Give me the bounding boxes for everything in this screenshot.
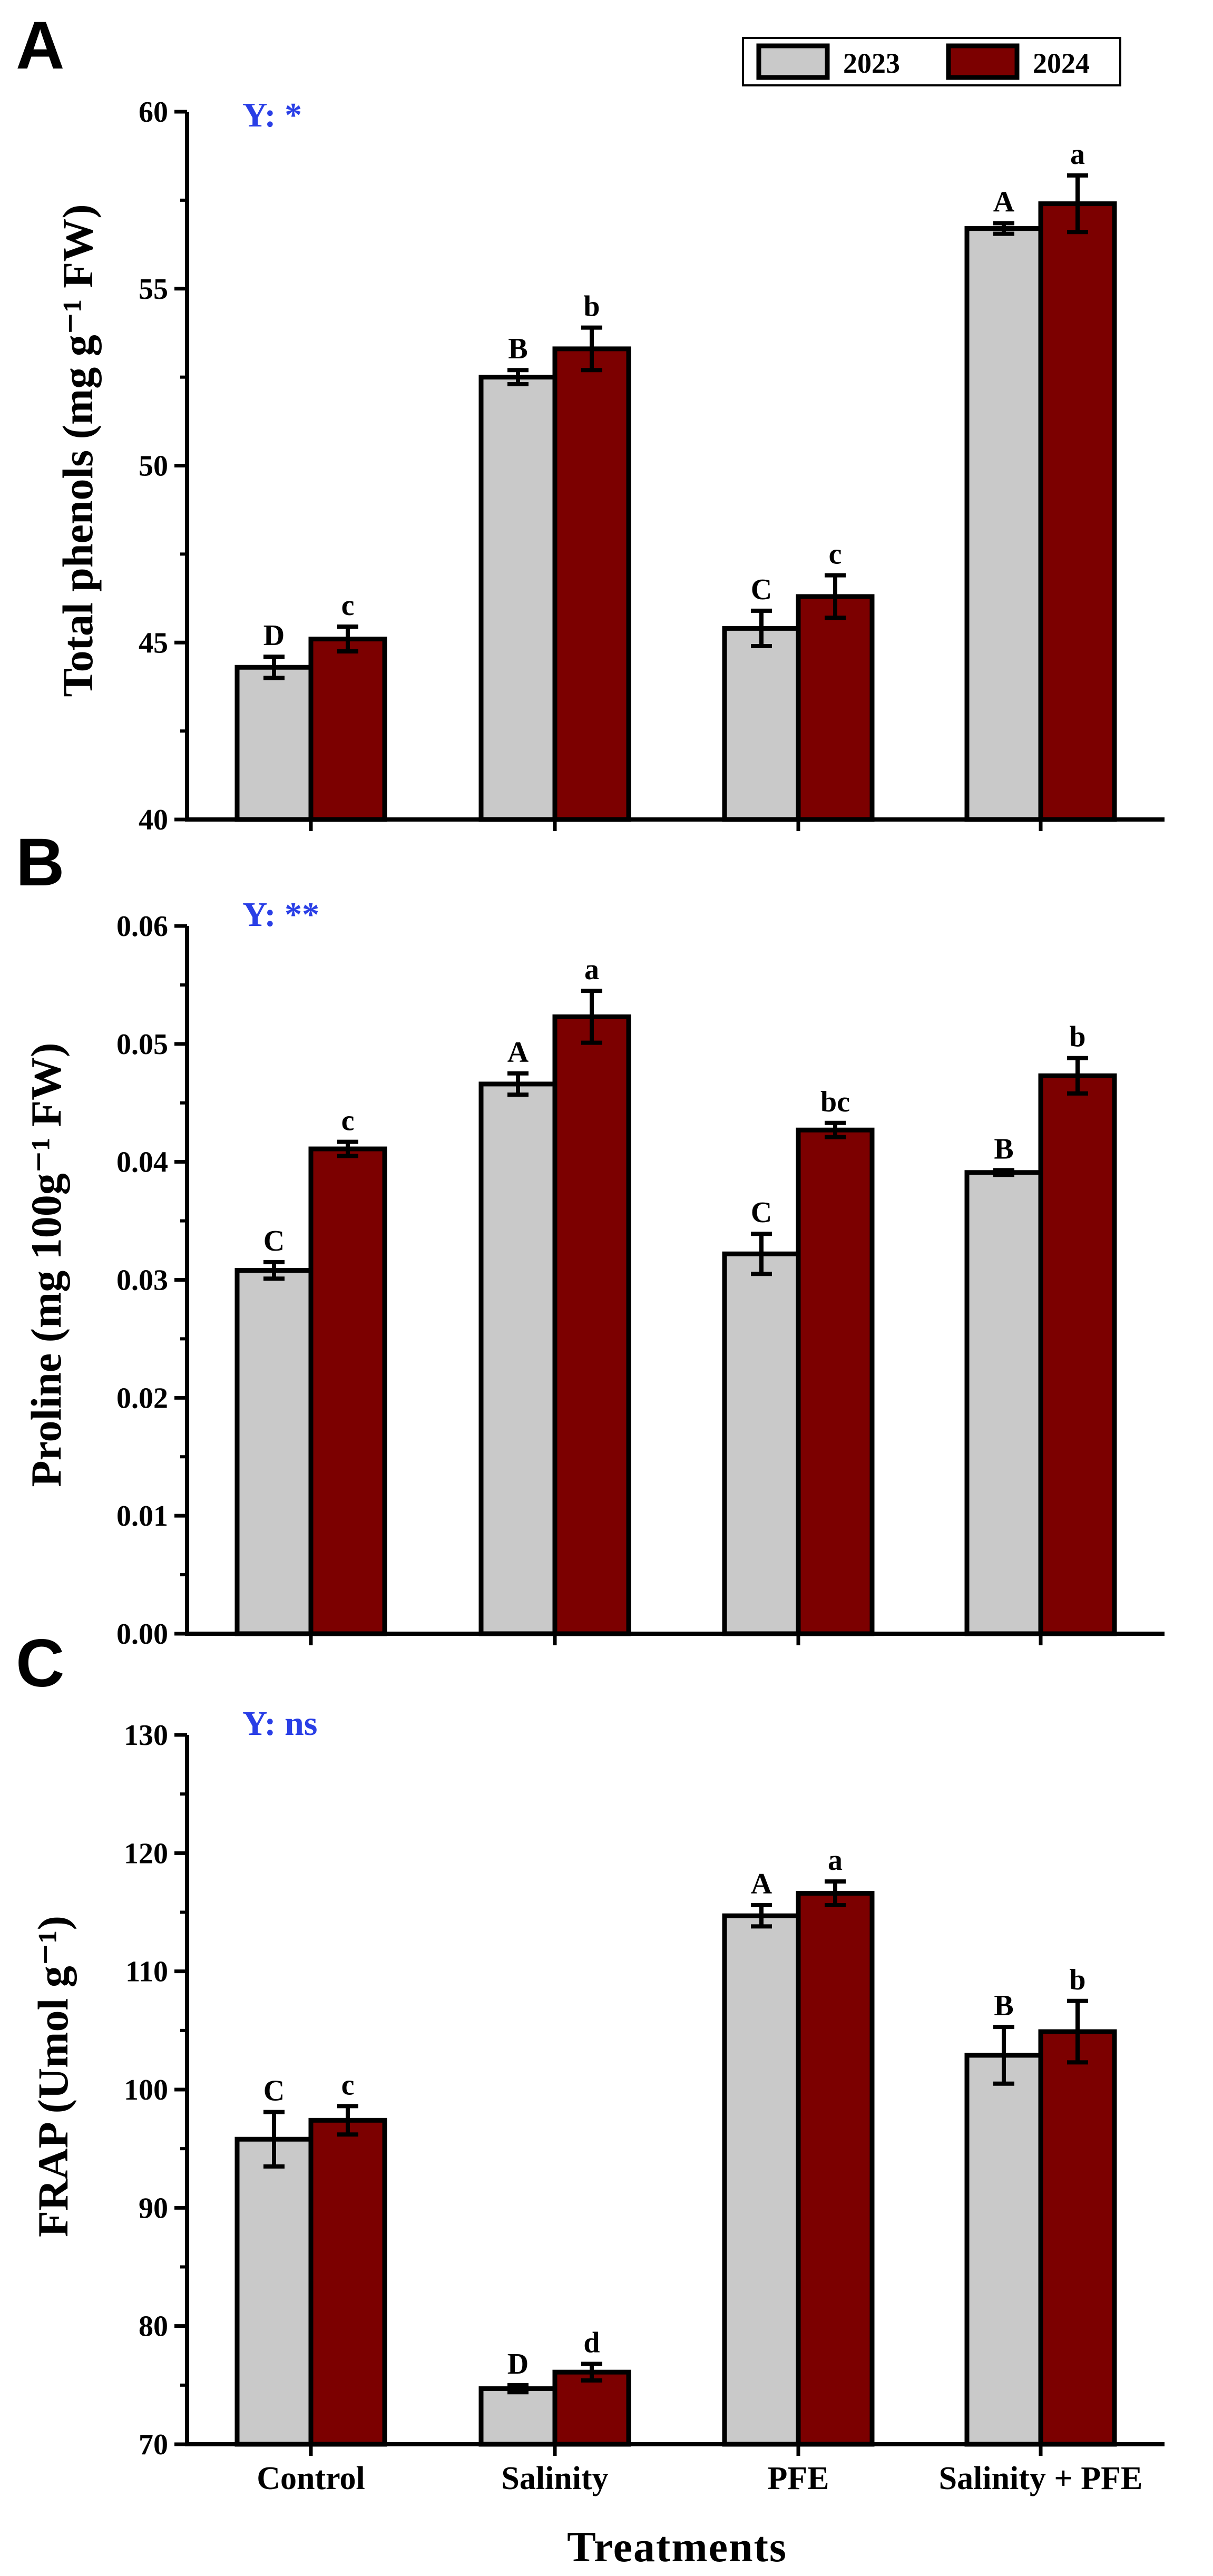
- bar: [722, 626, 801, 822]
- legend-label-2024: 2024: [1033, 47, 1090, 79]
- bar: [552, 1014, 631, 1636]
- bar: [1038, 2029, 1117, 2447]
- bar: [552, 346, 631, 822]
- bar: [796, 594, 875, 822]
- chart-panel-b: C A C Bc a bc b 0.00 0.01 0.02 0.03 0.04 0.05 0.06: [116, 910, 1165, 1651]
- bar: [308, 1146, 387, 1636]
- bar: [552, 2369, 631, 2447]
- significance-letter: A: [507, 1036, 529, 1069]
- category-label: Control: [257, 2461, 365, 2496]
- year-significance-a: Y: *: [242, 96, 302, 134]
- y-tick-label: 120: [124, 1837, 168, 1870]
- legend-swatch-2024: [946, 43, 1020, 80]
- category-label: Salinity: [501, 2461, 608, 2496]
- significance-letter: B: [994, 1133, 1013, 1165]
- y-tick-label: 0.05: [116, 1028, 168, 1061]
- bar: [1038, 201, 1117, 822]
- significance-letter: c: [341, 1105, 355, 1137]
- significance-letter: b: [1069, 1964, 1085, 1996]
- bar: [478, 2386, 557, 2447]
- significance-letter: C: [263, 2075, 285, 2107]
- significance-letter: B: [508, 333, 527, 365]
- chart-panel-a: D B C Ac b c a 40 45 50 55 60: [139, 96, 1165, 836]
- y-tick-label: 0.03: [116, 1264, 168, 1297]
- significance-letter: D: [507, 2348, 529, 2380]
- bar: [964, 1170, 1043, 1636]
- significance-letter: B: [994, 1989, 1013, 2022]
- y-axis-title-a: Total phenols (mg g⁻¹ FW): [54, 204, 102, 697]
- bar: [796, 1127, 875, 1636]
- y-tick-label: 0.06: [116, 910, 168, 943]
- significance-letter: b: [1069, 1021, 1085, 1053]
- y-tick-label: 0.00: [116, 1618, 168, 1651]
- panel-label-a: A: [16, 8, 64, 83]
- y-tick-label: 80: [139, 2310, 168, 2343]
- y-tick-label: 0.04: [116, 1146, 168, 1179]
- significance-letter: C: [751, 1196, 772, 1229]
- y-tick-label: 110: [125, 1956, 168, 1988]
- legend: 2023 2024: [742, 37, 1121, 86]
- y-tick-label: 50: [139, 450, 168, 483]
- bar: [234, 2136, 314, 2447]
- significance-letter: bc: [820, 1086, 850, 1118]
- category-label: Salinity + PFE: [939, 2461, 1143, 2496]
- bar: [308, 637, 387, 822]
- panel-label-c: C: [16, 1626, 64, 1701]
- bar: [308, 2118, 387, 2447]
- significance-letter: a: [828, 1844, 843, 1877]
- significance-letter: A: [993, 186, 1015, 219]
- significance-letter: D: [263, 619, 285, 652]
- significance-letter: C: [263, 1225, 285, 1257]
- bar: [478, 375, 557, 822]
- year-significance-b: Y: **: [242, 895, 319, 934]
- significance-letter: A: [751, 1868, 772, 1900]
- significance-letter: d: [583, 2326, 600, 2359]
- bar: [478, 1081, 557, 1636]
- legend-label-2023: 2023: [843, 47, 900, 79]
- y-axis-title-c: FRAP (Umol g⁻¹): [29, 1916, 77, 2237]
- significance-letter: a: [584, 953, 599, 986]
- y-tick-label: 55: [139, 273, 168, 306]
- year-significance-c: Y: ns: [242, 1704, 317, 1743]
- significance-letter: C: [751, 573, 772, 606]
- y-tick-label: 60: [139, 96, 168, 129]
- y-tick-label: 90: [139, 2192, 168, 2224]
- bar: [964, 226, 1043, 822]
- bar: [1038, 1073, 1117, 1636]
- legend-swatch-2023: [756, 43, 830, 80]
- y-tick-label: 45: [139, 627, 168, 659]
- y-tick-label: 0.01: [116, 1500, 168, 1533]
- bar: [234, 1268, 314, 1636]
- bar: [722, 1251, 801, 1636]
- bar: [964, 2053, 1043, 2447]
- significance-letter: b: [583, 290, 600, 323]
- y-tick-label: 40: [139, 804, 168, 836]
- panel-label-b: B: [16, 825, 64, 900]
- y-axis-title-b: Proline (mg 100g⁻¹ FW): [22, 1043, 70, 1487]
- bar: [796, 1891, 875, 2447]
- bar: [234, 665, 314, 822]
- significance-letter: c: [341, 2068, 355, 2101]
- significance-letter: c: [341, 589, 355, 622]
- y-tick-label: 0.02: [116, 1382, 168, 1414]
- significance-letter: c: [829, 538, 842, 571]
- bar: [722, 1913, 801, 2447]
- category-label: PFE: [767, 2461, 829, 2496]
- significance-letter: a: [1070, 138, 1085, 171]
- y-tick-label: 70: [139, 2428, 168, 2461]
- x-axis-title: Treatments: [567, 2523, 787, 2571]
- y-tick-label: 130: [124, 1719, 168, 1752]
- y-tick-label: 100: [124, 2074, 168, 2106]
- chart-panel-c: C D A Bc d a b 70 80 90 100 110 120 130: [124, 1719, 1165, 2461]
